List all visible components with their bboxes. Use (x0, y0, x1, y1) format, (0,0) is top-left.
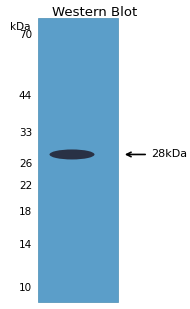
Text: 10: 10 (19, 283, 32, 293)
Bar (38, 18, 118, 302)
Ellipse shape (50, 150, 94, 159)
Text: 26: 26 (19, 159, 32, 169)
Text: 14: 14 (19, 239, 32, 250)
Text: kDa: kDa (10, 22, 31, 32)
Text: 28kDa: 28kDa (151, 150, 187, 159)
Text: 33: 33 (19, 128, 32, 138)
Text: Western Blot: Western Blot (52, 6, 138, 19)
Text: 18: 18 (19, 207, 32, 217)
Text: 44: 44 (19, 91, 32, 101)
Text: 70: 70 (19, 30, 32, 40)
Text: 22: 22 (19, 181, 32, 191)
